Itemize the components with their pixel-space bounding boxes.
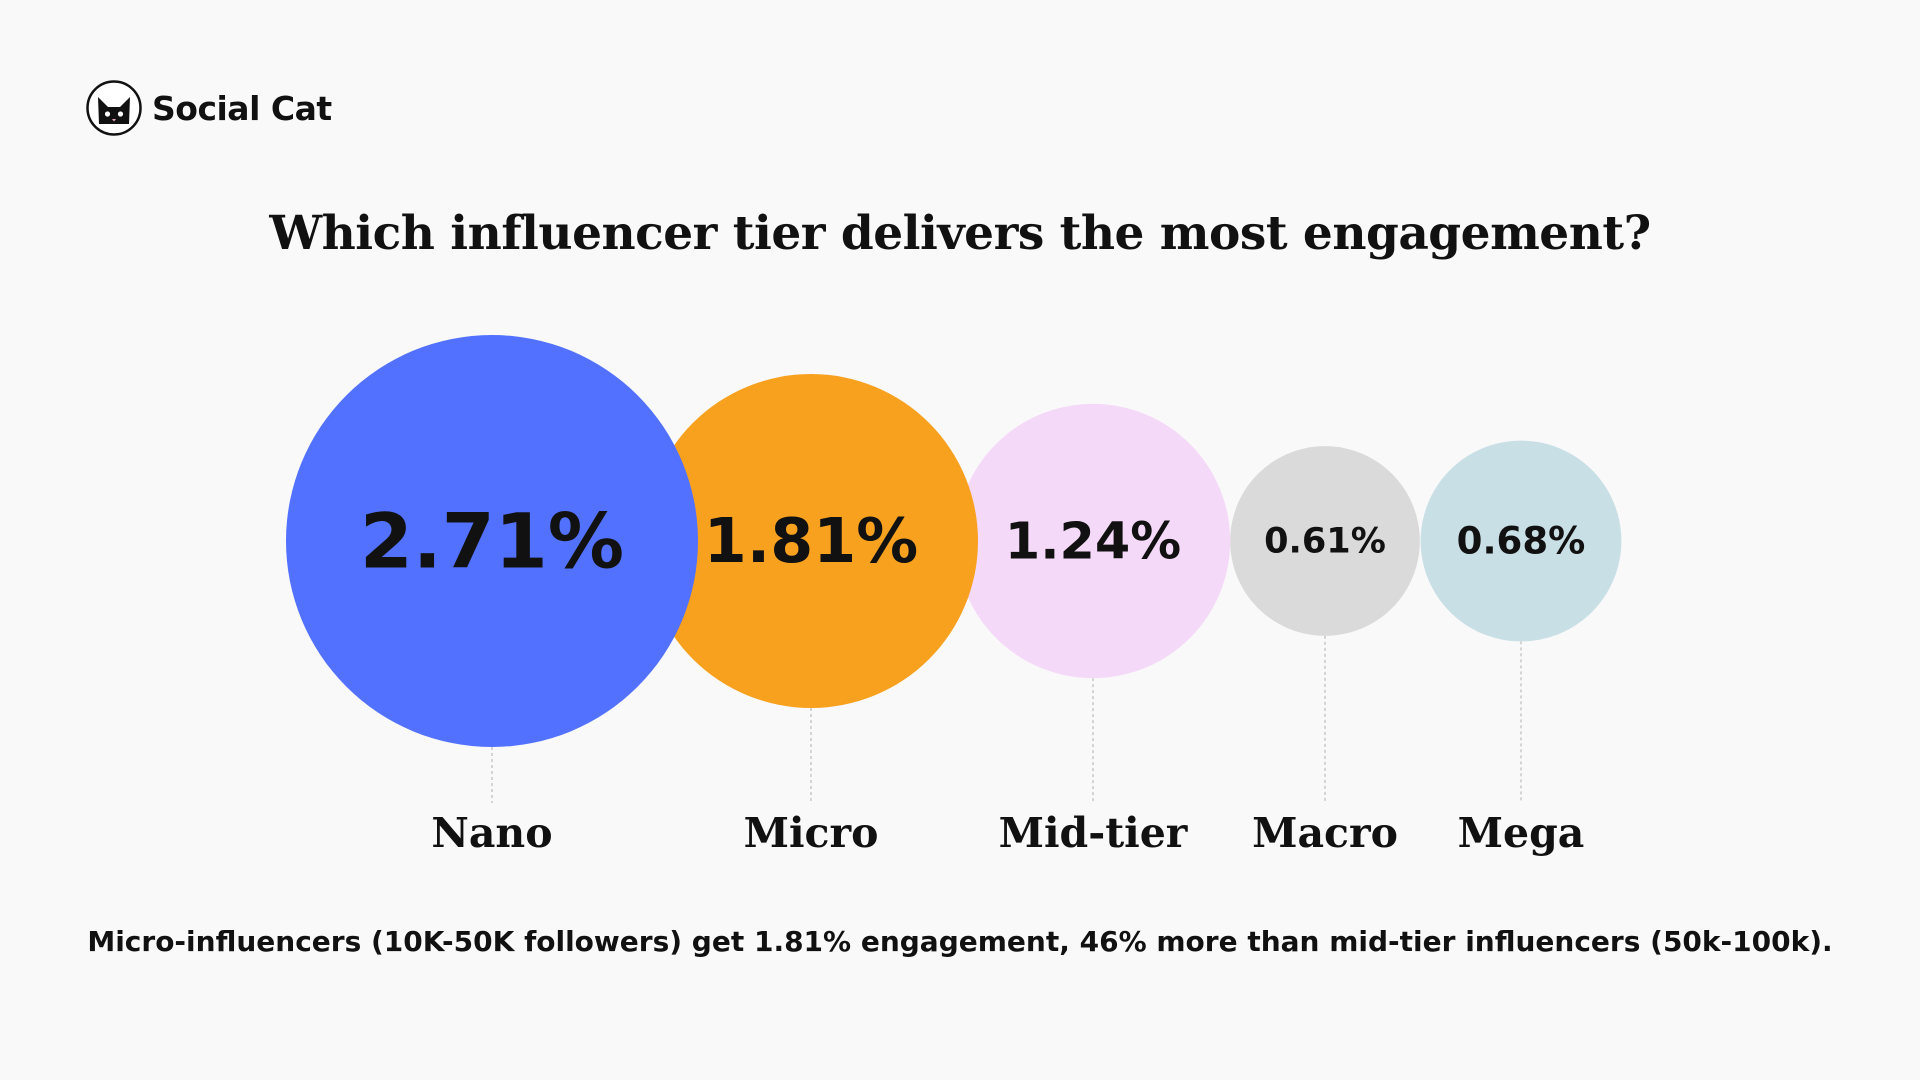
brand: Social Cat — [86, 80, 332, 136]
category-label-mid-tier: Mid-tier — [999, 809, 1189, 857]
value-label-mega: 0.68% — [1457, 520, 1586, 563]
category-label-nano: Nano — [431, 809, 552, 857]
cat-face-icon — [86, 80, 142, 136]
bubble-macro — [1230, 446, 1420, 636]
bubble-micro — [644, 374, 978, 708]
category-label-micro: Micro — [744, 809, 879, 857]
bubble-mid-tier — [955, 403, 1231, 679]
value-label-macro: 0.61% — [1264, 521, 1386, 562]
bubble-mega — [1420, 440, 1622, 642]
brand-name: Social Cat — [152, 88, 332, 128]
bubble-nano — [286, 335, 698, 747]
chart-title: Which influencer tier delivers the most … — [269, 206, 1651, 261]
category-label-macro: Macro — [1252, 809, 1398, 857]
footnote: Micro-influencers (10K-50K followers) ge… — [87, 925, 1833, 958]
value-label-mid-tier: 1.24% — [1005, 512, 1181, 571]
value-label-micro: 1.81% — [704, 505, 918, 577]
value-label-nano: 2.71% — [360, 497, 624, 586]
category-label-mega: Mega — [1458, 809, 1585, 857]
